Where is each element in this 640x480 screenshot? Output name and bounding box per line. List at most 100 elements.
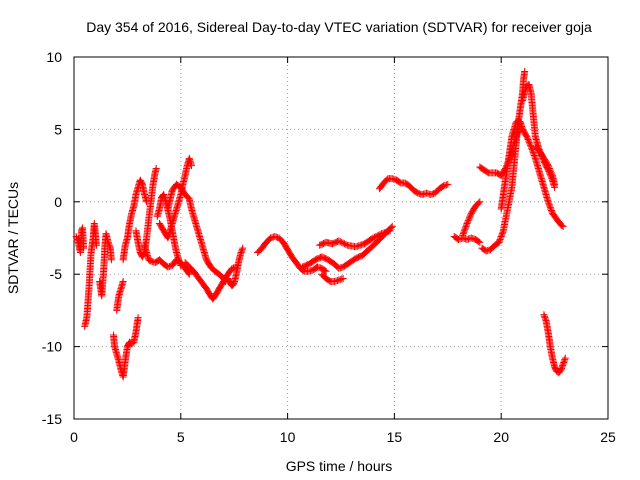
data-point [134, 314, 142, 322]
series-s26 [540, 311, 569, 377]
data-point [495, 238, 503, 246]
data-point [559, 361, 567, 369]
data-point [187, 162, 195, 170]
data-point [321, 267, 329, 275]
data-point [387, 224, 395, 232]
data-point [531, 153, 539, 161]
data-point [80, 244, 88, 252]
data-point [547, 205, 555, 213]
y-tick-label: 0 [54, 194, 62, 210]
x-tick-label: 25 [600, 429, 616, 445]
data-point [557, 366, 565, 374]
data-point [462, 222, 470, 230]
data-point [524, 136, 532, 144]
data-point [105, 240, 113, 248]
x-tick-label: 5 [177, 429, 185, 445]
data-point [530, 151, 538, 159]
data-point [529, 147, 537, 155]
data-point [541, 314, 549, 322]
data-point [370, 233, 378, 241]
data-point [177, 262, 185, 270]
series-s18 [375, 175, 452, 199]
y-tick-label: -5 [50, 266, 63, 282]
data-point [545, 164, 553, 172]
y-tick-label: -10 [42, 339, 62, 355]
data-point [444, 180, 452, 188]
data-point [388, 222, 396, 230]
data-point [73, 234, 81, 242]
data-point [548, 170, 556, 178]
data-point [545, 199, 553, 207]
data-point [175, 257, 183, 265]
series-s2 [81, 220, 100, 330]
series-s13 [224, 244, 247, 290]
y-tick-label: 10 [46, 49, 62, 65]
x-tick-label: 15 [387, 429, 403, 445]
data-point [547, 206, 555, 214]
series-s6 [119, 176, 151, 264]
data-point [525, 138, 533, 146]
series-s25 [531, 143, 559, 188]
data-point [547, 167, 555, 175]
data-point [498, 230, 506, 238]
data-point [459, 231, 467, 239]
series-s23 [497, 117, 567, 230]
data-point [544, 162, 552, 170]
x-axis-label: GPS time / hours [286, 458, 393, 474]
data-point [545, 201, 553, 209]
data-point [476, 238, 484, 246]
data-point [105, 241, 113, 249]
data-point [475, 238, 483, 246]
data-point [498, 231, 506, 239]
x-tick-label: 10 [280, 429, 296, 445]
data-point [521, 88, 529, 96]
data-point [461, 224, 469, 232]
data-point [92, 241, 100, 249]
x-tick-label: 0 [70, 429, 78, 445]
data-point [465, 215, 473, 223]
data-point [496, 237, 504, 245]
data-point [460, 227, 468, 235]
data-point [523, 134, 531, 142]
data-point [561, 356, 569, 364]
data-point [106, 243, 114, 251]
data-series [72, 67, 569, 381]
data-point [496, 235, 504, 243]
series-s4 [110, 314, 142, 381]
series-s14 [254, 233, 330, 275]
series-s20 [459, 198, 484, 239]
data-point [341, 240, 349, 248]
data-point [375, 231, 383, 239]
data-point [463, 220, 471, 228]
data-point [521, 67, 529, 75]
data-point [525, 137, 533, 145]
chart-title: Day 354 of 2016, Sidereal Day-to-day VTE… [86, 19, 592, 35]
y-tick-label: 5 [54, 121, 62, 137]
data-point [540, 312, 548, 320]
data-point [238, 247, 246, 255]
data-point [176, 260, 184, 268]
data-point [175, 256, 183, 264]
data-point [107, 256, 115, 264]
data-point [104, 238, 112, 246]
series-s19 [450, 233, 484, 246]
series-s12 [181, 259, 240, 303]
x-ticks: 0 5 10 15 20 25 [70, 57, 616, 445]
data-point [465, 214, 473, 222]
data-point [237, 248, 245, 256]
data-point [184, 269, 192, 277]
data-point [338, 238, 346, 246]
data-point [476, 198, 484, 206]
data-point [386, 227, 394, 235]
plot-frame [73, 56, 609, 420]
series-s11 [164, 180, 230, 285]
data-point [73, 235, 81, 243]
data-point [545, 163, 553, 171]
data-point [459, 230, 467, 238]
data-point [499, 228, 507, 236]
data-point [322, 267, 330, 275]
series-s17 [316, 227, 394, 251]
series-s7 [132, 164, 160, 261]
data-point [239, 244, 247, 252]
